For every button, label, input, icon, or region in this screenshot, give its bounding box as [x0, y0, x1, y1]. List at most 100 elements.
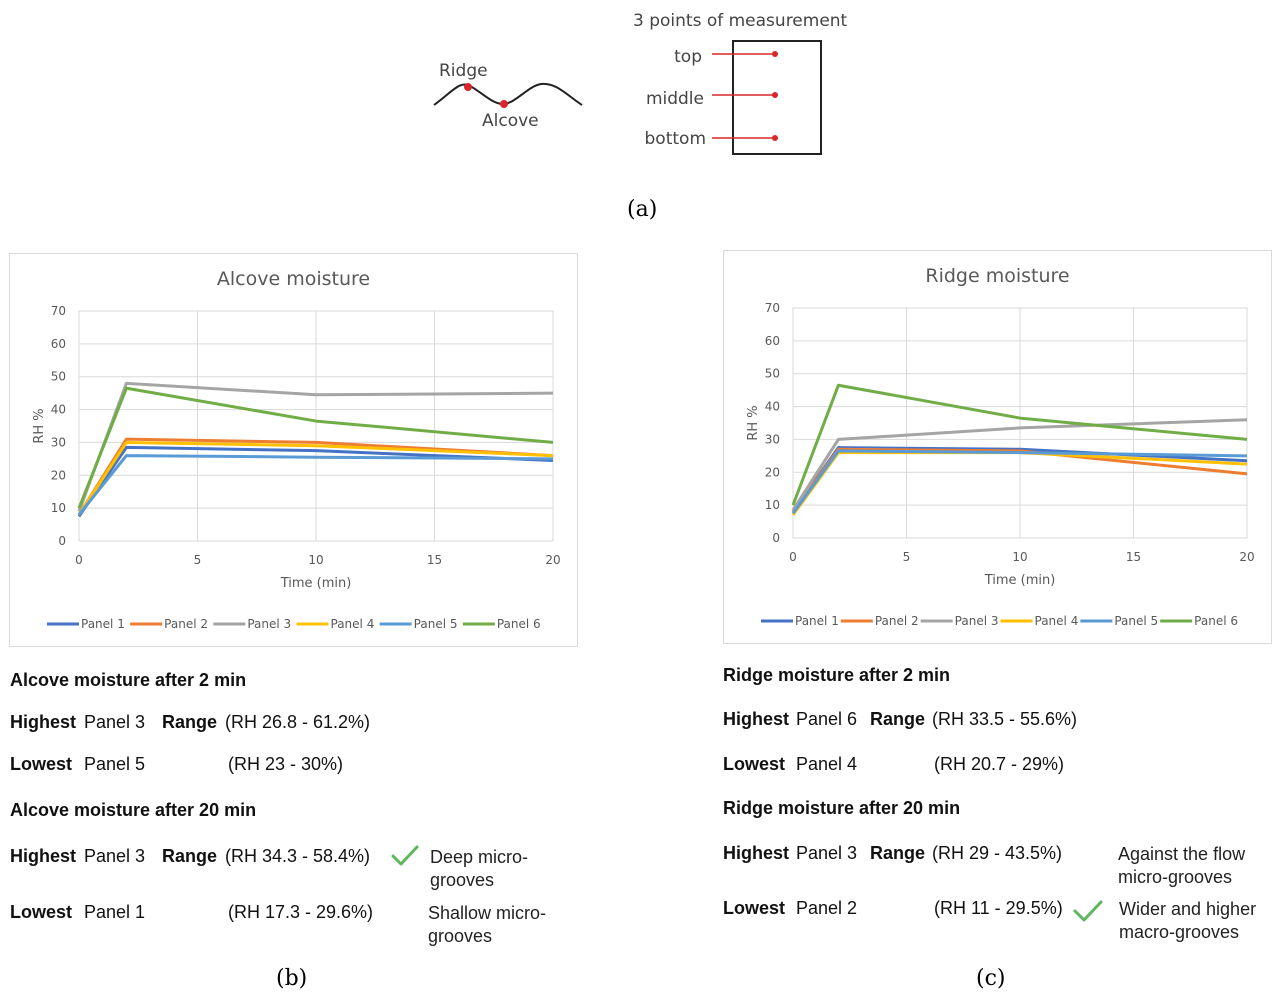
ridge-after2-highest-panel: Panel 6: [796, 709, 858, 729]
series-line-panel-5: [791, 449, 1248, 515]
ridge-after20-highest-label: Highest: [723, 843, 790, 863]
alcove-after2-lowest-range: (RH 23 - 30%): [228, 754, 344, 774]
ridge-label: Ridge: [439, 61, 488, 81]
y-tick-label: 70: [765, 301, 780, 315]
diagram-title: 3 points of measurement: [633, 11, 848, 31]
legend-label: Panel 2: [164, 617, 208, 631]
alcove-after2-highest-label: Highest: [10, 712, 77, 732]
x-tick-label: 5: [194, 553, 202, 567]
chart-title: Alcove moisture: [217, 268, 370, 290]
alcove-after20-lowest-range: (RH 17.3 - 29.6%): [228, 902, 374, 922]
ridge-after20-highest-panel: Panel 3: [796, 843, 858, 863]
series-line-panel-4: [77, 440, 554, 516]
legend-label: Panel 3: [955, 614, 999, 628]
y-tick-label: 30: [765, 432, 780, 446]
label-b: (b): [276, 966, 308, 991]
ridge-after2-highest-label: Highest: [723, 709, 790, 729]
ridge-after20-range-label: Range: [870, 843, 926, 863]
label-c: (c): [976, 966, 1006, 991]
ridge-after20-highest-range: (RH 29 - 43.5%): [932, 843, 1063, 863]
ridge-after20-lowest-range: (RH 11 - 29.5%): [934, 898, 1063, 918]
y-tick-label: 50: [765, 367, 780, 381]
top-point: [772, 51, 778, 57]
y-tick-label: 60: [51, 337, 66, 351]
y-tick-label: 40: [765, 400, 780, 414]
chart-title: Ridge moisture: [925, 265, 1069, 287]
check-icon: [391, 845, 419, 866]
x-tick-label: 5: [903, 550, 911, 564]
alcove-after2-lowest-label: Lowest: [10, 754, 73, 774]
y-tick-label: 20: [765, 465, 780, 479]
top-label: top: [674, 47, 702, 67]
bottom-label: bottom: [645, 129, 706, 149]
x-tick-label: 10: [1012, 550, 1027, 564]
legend-label: Panel 1: [81, 617, 125, 631]
series-line-panel-5: [77, 454, 554, 516]
legend-label: Panel 4: [331, 617, 375, 631]
ridge-after20-lowest-panel: Panel 2: [796, 898, 858, 918]
legend-label: Panel 5: [414, 617, 458, 631]
series-line-panel-6: [791, 383, 1248, 506]
ridge-after2-range-label: Range: [870, 709, 926, 729]
y-tick-label: 20: [51, 468, 66, 482]
legend-label: Panel 2: [875, 614, 919, 628]
bottom-point: [772, 135, 778, 141]
alcove-after20-highest-note: Deep micro-grooves: [430, 847, 529, 890]
x-tick-label: 0: [75, 553, 83, 567]
series-line-panel-1: [77, 445, 554, 518]
alcove-label: Alcove: [482, 111, 539, 131]
y-tick-label: 30: [51, 435, 66, 449]
y-tick-label: 50: [51, 370, 66, 384]
ridge-point: [464, 83, 472, 91]
x-axis-label: Time (min): [984, 573, 1056, 588]
alcove-after2-range-label: Range: [162, 712, 218, 732]
x-tick-label: 20: [1239, 550, 1254, 564]
ridge-after2-lowest-range: (RH 20.7 - 29%): [934, 754, 1065, 774]
alcove-after20-heading: Alcove moisture after 20 min: [10, 800, 257, 820]
x-tick-label: 0: [789, 550, 797, 564]
alcove-after2-heading: Alcove moisture after 2 min: [10, 670, 247, 690]
y-tick-label: 40: [51, 403, 66, 417]
measurement-diagram: 3 points of measurement Ridge Alcove top…: [433, 11, 848, 155]
ridge-after2-heading: Ridge moisture after 2 min: [723, 665, 951, 685]
alcove-after20-range-label: Range: [162, 846, 218, 866]
alcove-after20-highest-range: (RH 34.3 - 58.4%): [225, 846, 371, 866]
ridge-after20-highest-note: Against the flow micro-grooves: [1118, 844, 1246, 887]
ridge-after2-highest-range: (RH 33.5 - 55.6%): [932, 709, 1078, 729]
ridge-after2-lowest-label: Lowest: [723, 754, 786, 774]
alcove-after20-lowest-panel: Panel 1: [84, 902, 146, 922]
series-line-panel-3: [791, 418, 1248, 511]
y-tick-label: 60: [765, 334, 780, 348]
x-tick-label: 10: [308, 553, 323, 567]
middle-point: [772, 92, 778, 98]
alcove-point: [500, 100, 508, 108]
ridge-after20-lowest-label: Lowest: [723, 898, 786, 918]
check-icon: [1073, 900, 1103, 922]
ridge-after20-lowest-note: Wider and higher macro-grooves: [1119, 899, 1257, 942]
legend-label: Panel 4: [1035, 614, 1079, 628]
y-tick-label: 0: [58, 534, 66, 548]
alcove-after20-highest-panel: Panel 3: [84, 846, 146, 866]
x-tick-label: 15: [427, 553, 442, 567]
alcove-after20-lowest-label: Lowest: [10, 902, 73, 922]
y-axis-label: RH %: [32, 408, 47, 443]
legend-label: Panel 1: [795, 614, 839, 628]
middle-label: middle: [646, 89, 704, 109]
x-tick-label: 20: [545, 553, 560, 567]
legend-label: Panel 6: [497, 617, 541, 631]
y-tick-label: 70: [51, 304, 66, 318]
alcove-after20-highest-label: Highest: [10, 846, 77, 866]
series-line-panel-6: [77, 386, 554, 509]
alcove-after20-lowest-note: Shallow micro-grooves: [428, 903, 547, 946]
ridge-after20-heading: Ridge moisture after 20 min: [723, 798, 961, 818]
y-tick-label: 10: [765, 498, 780, 512]
alcove-moisture-chart: Alcove moisture 0 10 20 30 40 50 60 70 0 5 10 15 20 Ti…: [9, 253, 578, 647]
legend-label: Panel 3: [247, 617, 291, 631]
y-tick-label: 10: [51, 501, 66, 515]
ridge-after2-lowest-panel: Panel 4: [796, 754, 858, 774]
y-tick-label: 0: [772, 531, 780, 545]
panel-box: [732, 40, 822, 155]
legend-label: Panel 5: [1114, 614, 1158, 628]
alcove-after2-lowest-panel: Panel 5: [84, 754, 146, 774]
alcove-after2-highest-range: (RH 26.8 - 61.2%): [225, 712, 371, 732]
